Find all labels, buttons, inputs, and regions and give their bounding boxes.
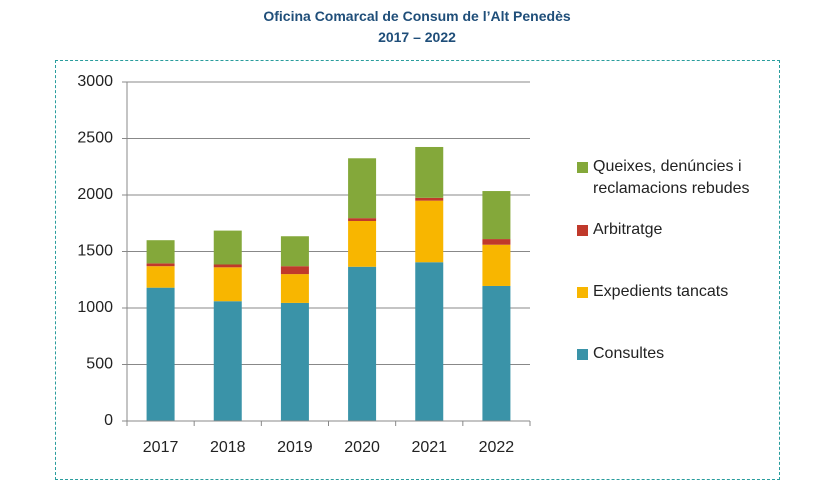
bar-segment	[213, 230, 242, 265]
y-tick-label: 0	[104, 412, 113, 429]
bar-segment	[146, 287, 175, 421]
bar-segment	[280, 266, 309, 275]
bar-segment	[280, 302, 309, 421]
bar-segment	[415, 146, 444, 198]
legend-label: Arbitratge	[593, 221, 663, 238]
x-tick-label: 2017	[143, 439, 179, 456]
bar-segment	[415, 200, 444, 263]
bar-segment	[348, 218, 377, 221]
x-tick-label: 2021	[411, 439, 447, 456]
legend-swatch	[577, 225, 588, 236]
bar-segment	[213, 267, 242, 302]
bar-segment	[415, 197, 444, 201]
chart: 0 500 1000 1500 2000 2500 3000 2017 2018 2019 2020…	[77, 73, 531, 456]
x-tick-label: 2022	[479, 439, 515, 456]
x-tick-label: 2020	[344, 439, 380, 456]
y-tick-label: 500	[86, 356, 113, 373]
y-tick-label: 3000	[77, 73, 113, 90]
bar-segment	[415, 262, 444, 421]
x-tick-label: 2018	[210, 439, 246, 456]
chart-title: Oficina Comarcal de Consum de l’Alt Pene…	[263, 8, 571, 45]
bar-segment	[482, 239, 511, 245]
y-tick-label: 2500	[77, 130, 113, 147]
bar-segment	[482, 244, 511, 286]
y-tick-label: 1500	[77, 243, 113, 260]
x-tick-label: 2019	[277, 439, 313, 456]
y-tick-label: 2000	[77, 186, 113, 203]
bar-segment	[348, 158, 377, 219]
bar-segment	[348, 220, 377, 267]
bar-segment	[146, 266, 175, 288]
legend-label: Queixes, denúncies i reclamacions rebude…	[593, 158, 750, 197]
legend-item: Queixes, denúncies i reclamacions rebude…	[577, 156, 782, 200]
legend-item: Expedients tancats	[577, 281, 782, 303]
bar-segment	[146, 240, 175, 264]
bar-segment	[482, 191, 511, 240]
legend-label: Consultes	[593, 345, 665, 362]
bar-segment	[348, 266, 377, 421]
legend-swatch	[577, 162, 588, 173]
legend-item: Consultes	[577, 343, 782, 365]
bar-segment	[280, 236, 309, 267]
bar-segment	[146, 263, 175, 267]
legend-label: Expedients tancats	[593, 283, 729, 300]
legend-swatch	[577, 287, 588, 298]
legend-item: Arbitratge	[577, 219, 782, 241]
legend-swatch	[577, 349, 588, 360]
bar-segment	[213, 301, 242, 421]
bar-segment	[280, 274, 309, 303]
page: Oficina Comarcal de Consum de l’Alt Pene…	[55, 8, 782, 480]
bar-segment	[213, 264, 242, 268]
y-tick-label: 1000	[77, 299, 113, 316]
bar-segment	[482, 285, 511, 421]
